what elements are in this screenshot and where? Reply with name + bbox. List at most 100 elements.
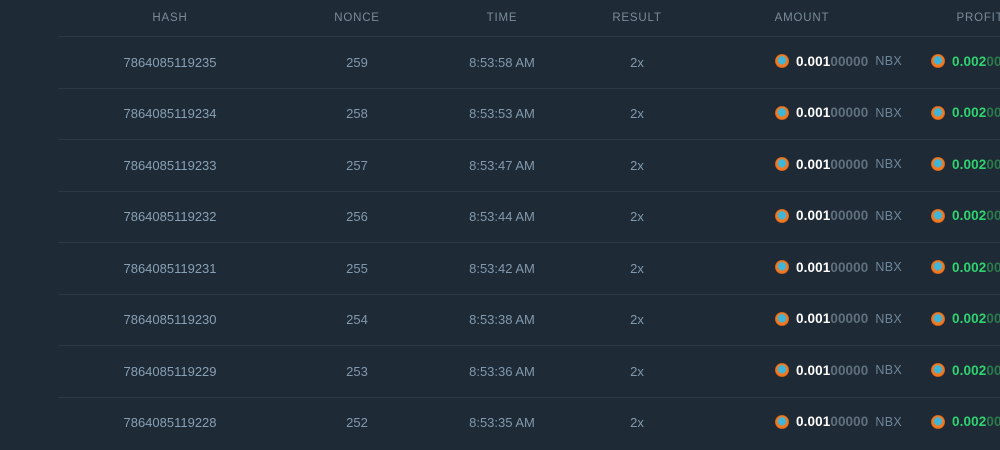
amount-trailing-digits: 00000	[830, 105, 869, 120]
table-row[interactable]: 7864085119232 256 8:53:44 AM 2x 0.00100000 NB…	[0, 190, 1000, 243]
cell-nonce: 252	[282, 396, 432, 448]
row-spacer-left	[0, 37, 58, 89]
column-header-time[interactable]: TIME	[432, 0, 572, 37]
amount-value-group: 0.00100000 NBX	[754, 105, 902, 120]
amount-value-group: 0.00100000 NBX	[754, 311, 902, 326]
amount-trailing-digits: 00000	[830, 208, 869, 223]
amount-trailing-digits: 00000	[830, 362, 869, 378]
profit-value-group: 0.00200000NBX	[910, 363, 1000, 378]
cell-nonce: 255	[282, 242, 432, 294]
cell-amount: 0.00100000 NBX	[702, 87, 902, 140]
amount-number: 0.00100000	[796, 414, 868, 429]
column-header-amount-label: AMOUNT	[774, 12, 830, 24]
table-body: 7864085119235 259 8:53:58 AM 2x 0.00100000 NB…	[0, 36, 1000, 448]
amount-currency: NBX	[875, 311, 902, 326]
row-spacer-left	[0, 294, 58, 346]
cell-amount: 0.00100000 NBX	[702, 293, 902, 346]
cell-hash[interactable]: 7864085119234	[58, 87, 282, 140]
amount-trailing-digits: 00000	[830, 156, 869, 172]
coin-icon	[775, 414, 790, 429]
coin-icon	[775, 363, 790, 377]
cell-time: 8:53:53 AM	[432, 87, 572, 140]
cell-hash[interactable]: 7864085119230	[58, 293, 282, 346]
profit-significant-digits: 0.002	[952, 259, 987, 275]
table-row[interactable]: 7864085119229 253 8:53:36 AM 2x 0.00100000 NB…	[0, 345, 1000, 397]
amount-value-group: 0.00100000 NBX	[754, 54, 902, 69]
amount-currency: NBX	[875, 157, 902, 171]
amount-value-group: 0.00100000 NBX	[754, 414, 902, 429]
row-spacer-left	[0, 191, 58, 243]
cell-amount: 0.00100000 NBX	[702, 396, 902, 448]
cell-time: 8:53:58 AM	[432, 36, 572, 88]
coin-icon	[775, 260, 790, 274]
cell-result: 2x	[572, 139, 702, 191]
cell-hash[interactable]: 7864085119231	[58, 242, 282, 294]
column-header-nonce[interactable]: NONCE	[282, 0, 432, 37]
cell-amount: 0.00100000 NBX	[702, 345, 902, 397]
cell-result: 2x	[572, 36, 702, 88]
cell-amount: 0.00100000 NBX	[702, 36, 902, 88]
profit-trailing-digits: 00000	[986, 362, 1000, 378]
cell-hash[interactable]: 7864085119229	[58, 345, 282, 397]
cell-time: 8:53:47 AM	[432, 139, 572, 191]
profit-trailing-digits: 00000	[986, 156, 1000, 172]
profit-value-group: 0.00200000NBX	[910, 311, 1000, 326]
cell-time: 8:53:38 AM	[432, 293, 572, 346]
cell-hash[interactable]: 7864085119228	[58, 396, 282, 448]
profit-significant-digits: 0.002	[952, 105, 987, 120]
table-row[interactable]: 7864085119228 252 8:53:35 AM 2x 0.00100000 NB…	[0, 396, 1000, 448]
profit-value-group: 0.00200000NBX	[910, 208, 1000, 223]
column-header-result-label: RESULT	[612, 12, 662, 24]
profit-number: 0.00200000	[952, 54, 1000, 69]
amount-currency: NBX	[875, 208, 902, 223]
column-header-amount[interactable]: AMOUNT	[702, 0, 902, 37]
coin-icon	[931, 311, 946, 326]
cell-hash[interactable]: 7864085119233	[58, 139, 282, 191]
table-row[interactable]: 7864085119233 257 8:53:47 AM 2x 0.00100000 NB…	[0, 139, 1000, 191]
amount-currency: NBX	[875, 260, 902, 274]
cell-profit: 0.00200000NBX	[902, 139, 1000, 191]
cell-amount: 0.00100000 NBX	[702, 190, 902, 243]
coin-icon	[931, 105, 946, 120]
coin-icon	[775, 208, 790, 223]
cell-amount: 0.00100000 NBX	[702, 242, 902, 294]
amount-significant-digits: 0.001	[796, 362, 831, 378]
amount-currency: NBX	[875, 414, 902, 429]
coin-icon	[931, 414, 946, 429]
column-header-hash[interactable]: HASH	[58, 0, 282, 37]
coin-icon	[931, 54, 946, 68]
profit-trailing-digits: 00000	[986, 414, 1000, 429]
coin-icon	[931, 260, 946, 274]
amount-currency: NBX	[875, 363, 902, 377]
profit-significant-digits: 0.002	[952, 414, 987, 429]
row-spacer-left	[0, 243, 58, 295]
amount-value-group: 0.00100000 NBX	[754, 208, 902, 223]
cell-time: 8:53:36 AM	[432, 345, 572, 397]
amount-significant-digits: 0.001	[796, 311, 831, 326]
table-row[interactable]: 7864085119234 258 8:53:53 AM 2x 0.00100000 NB…	[0, 87, 1000, 140]
coin-icon	[775, 311, 790, 326]
cell-hash[interactable]: 7864085119232	[58, 190, 282, 243]
profit-trailing-digits: 00000	[986, 53, 1000, 69]
coin-icon	[775, 54, 790, 68]
cell-time: 8:53:35 AM	[432, 396, 572, 448]
table-row[interactable]: 7864085119231 255 8:53:42 AM 2x 0.00100000 NB…	[0, 242, 1000, 295]
cell-profit: 0.00200000NBX	[902, 190, 1000, 243]
cell-nonce: 258	[282, 87, 432, 140]
amount-trailing-digits: 00000	[830, 311, 869, 326]
amount-value-group: 0.00100000 NBX	[754, 260, 902, 275]
amount-significant-digits: 0.001	[796, 105, 831, 120]
amount-significant-digits: 0.001	[796, 208, 831, 223]
table-header-row: HASH NONCE TIME RESULT AMOUNT PROFIT	[0, 0, 1000, 37]
table-row[interactable]: 7864085119230 254 8:53:38 AM 2x 0.00100000 NB…	[0, 293, 1000, 346]
amount-significant-digits: 0.001	[796, 259, 831, 275]
profit-trailing-digits: 00000	[986, 105, 1000, 120]
profit-significant-digits: 0.002	[952, 53, 987, 69]
cell-hash[interactable]: 7864085119235	[58, 36, 282, 88]
column-header-result[interactable]: RESULT	[572, 0, 702, 37]
table-row[interactable]: 7864085119235 259 8:53:58 AM 2x 0.00100000 NB…	[0, 36, 1000, 89]
column-header-profit[interactable]: PROFIT	[902, 0, 1000, 37]
coin-icon	[931, 208, 946, 223]
cell-result: 2x	[572, 190, 702, 243]
